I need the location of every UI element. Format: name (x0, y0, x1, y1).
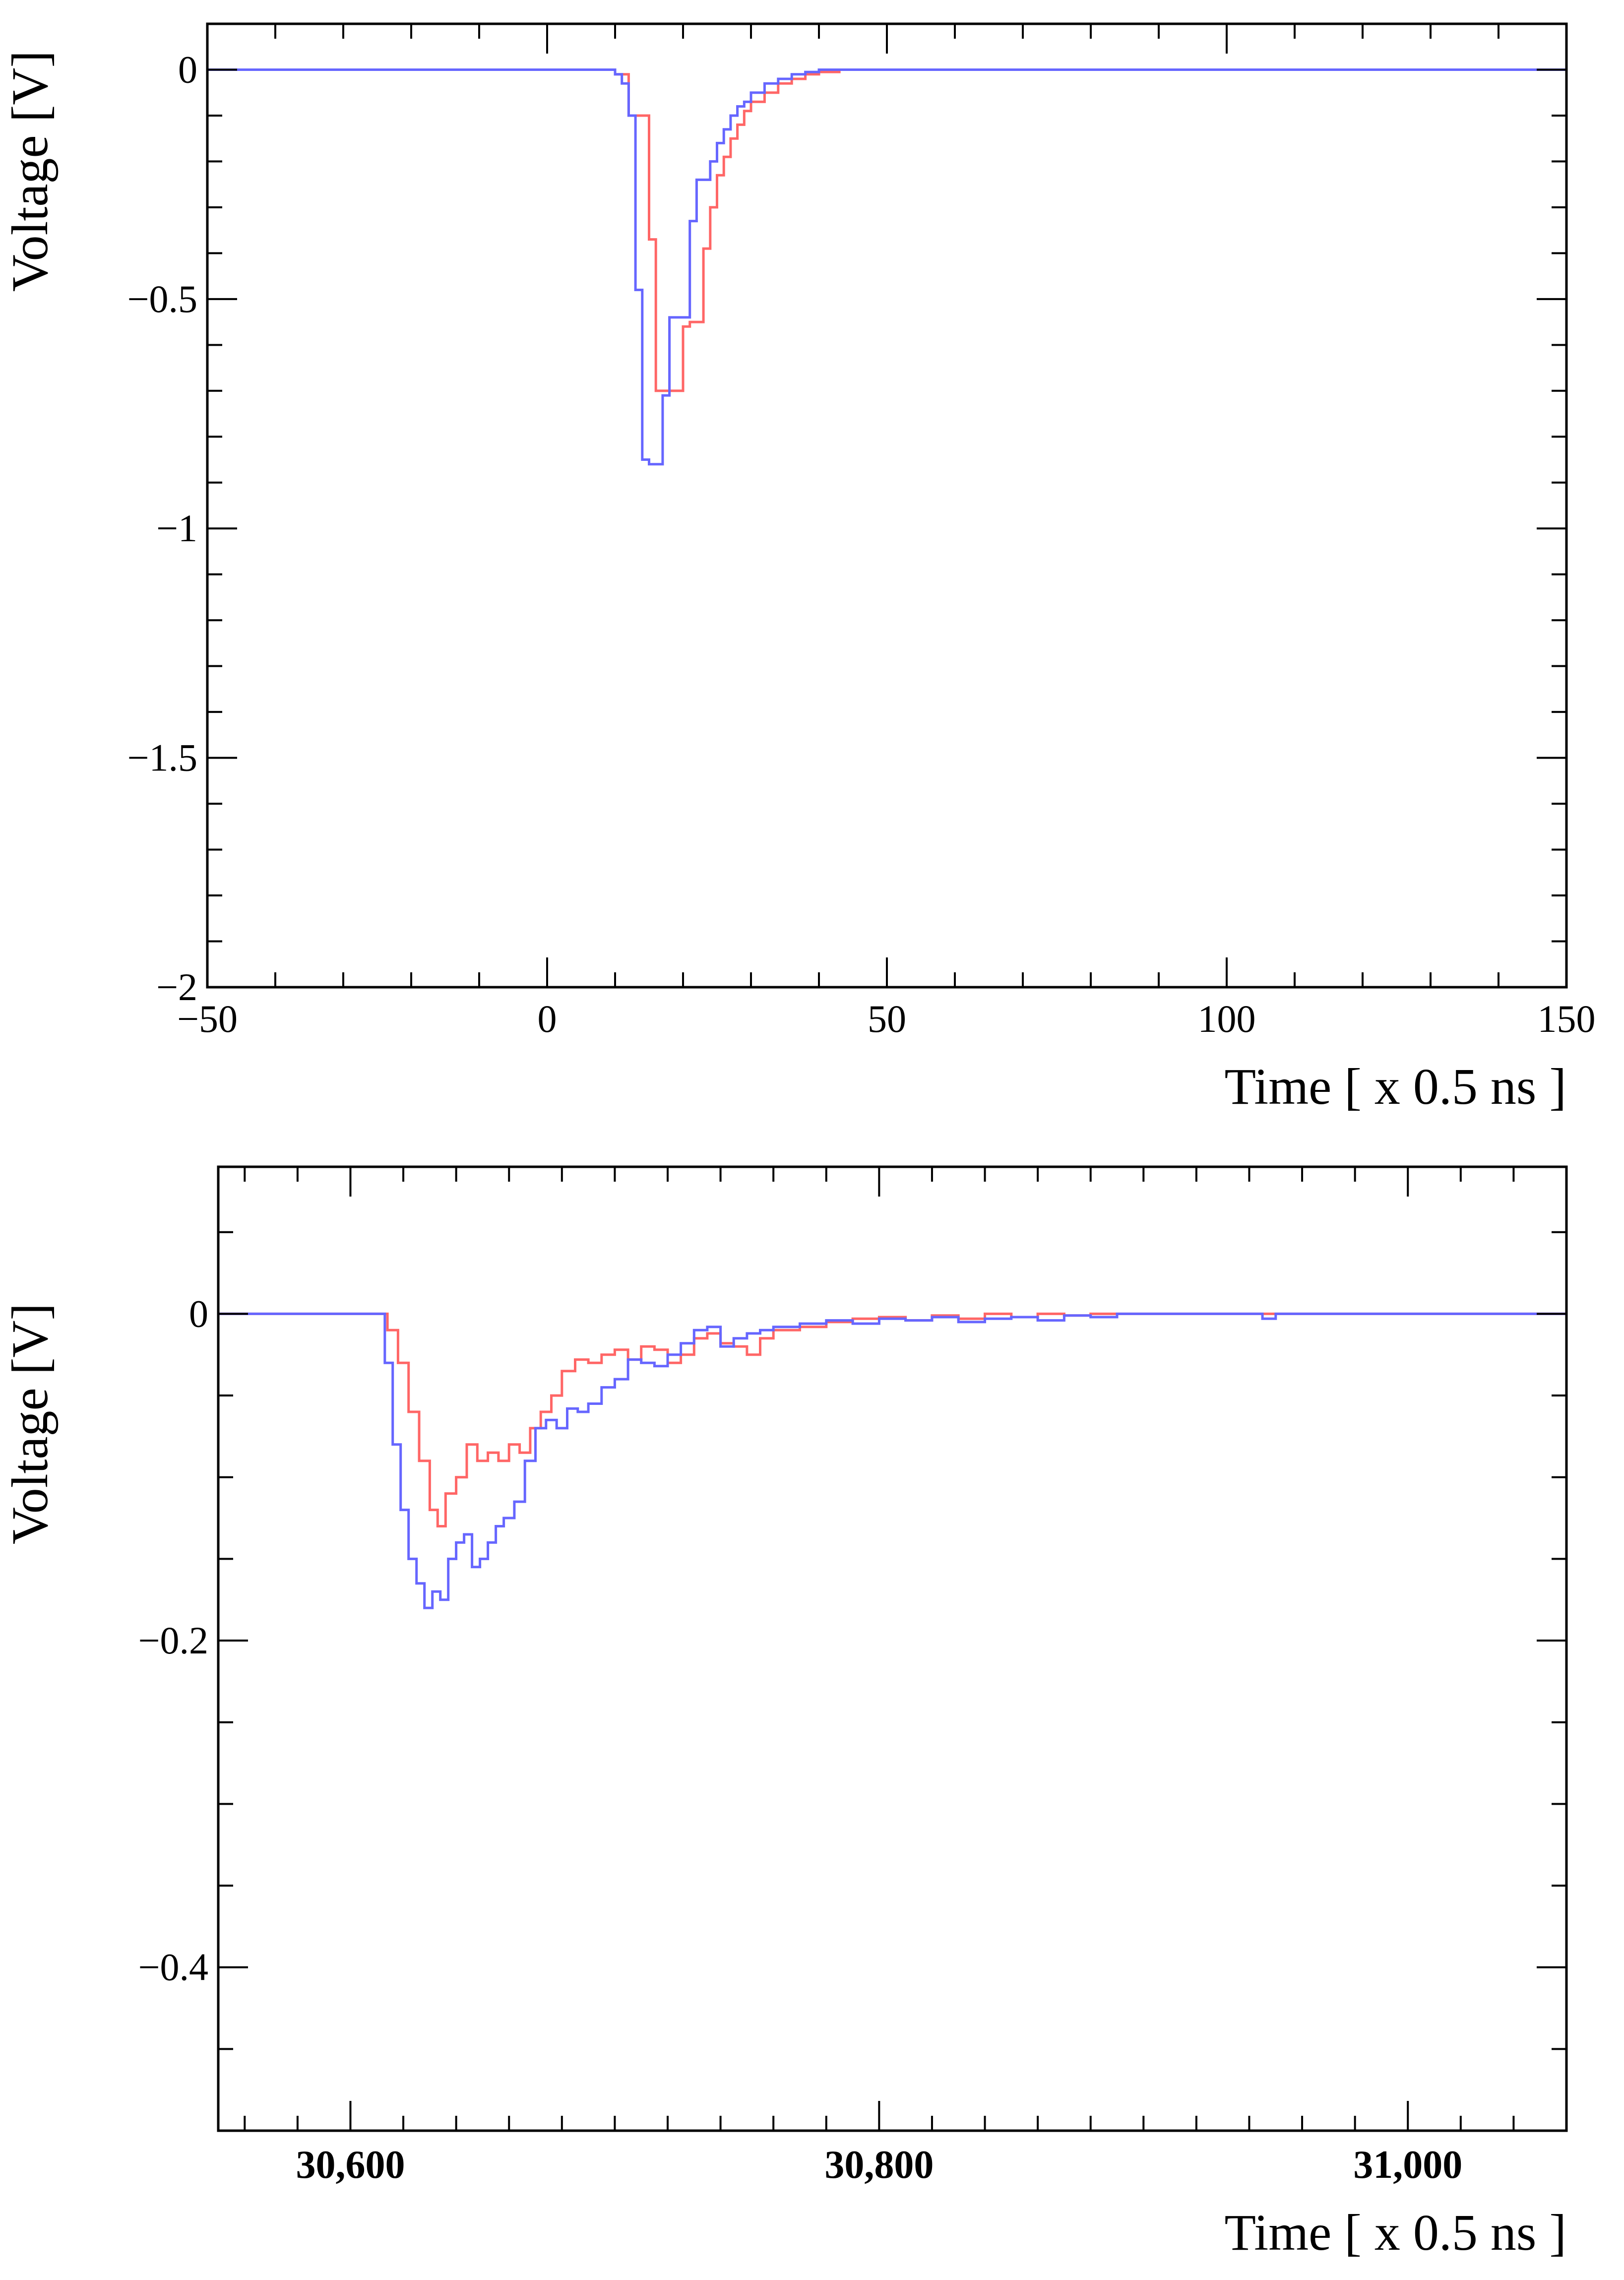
bottom-voltage-plot: 30,600 30,800 31,000 0 −0.2 −0.4 Time [ x 0.5 … (1, 1165, 1568, 2261)
y-tick-label: −0.4 (138, 1946, 209, 1989)
x-axis-title: Time [ x 0.5 ns ] (1224, 1058, 1566, 1115)
series-line-blue (207, 68, 1566, 466)
y-tick-label: −0.2 (138, 1619, 209, 1662)
top-voltage-plot: −50 0 50 100 150 0 −0.5 −1 −1.5 −2 Time [ x 0.5 ns… (1, 22, 1596, 1115)
plot-frame (206, 22, 1568, 989)
x-tick-label: 150 (1538, 997, 1596, 1040)
x-tick-label: 100 (1198, 997, 1256, 1040)
y-axis-title: Voltage [V] (1, 1303, 59, 1544)
x-tick-label: −50 (177, 997, 238, 1040)
series-line-red (207, 68, 1566, 392)
y-axis-title: Voltage [V] (1, 51, 59, 292)
x-tick-label: 50 (868, 997, 906, 1040)
x-axis-title: Time [ x 0.5 ns ] (1224, 2204, 1566, 2261)
series-line-blue (218, 1312, 1566, 1609)
y-tick-label: −1.5 (127, 736, 198, 779)
y-tick-label: −2 (156, 965, 197, 1009)
plot-frame (217, 1165, 1568, 2132)
y-tick-label: −0.5 (127, 277, 198, 320)
x-tick-label: 31,000 (1353, 2143, 1462, 2187)
y-tick-label: −1 (156, 507, 197, 550)
series-line-red (218, 1312, 1566, 1527)
x-tick-label: 30,600 (296, 2143, 405, 2187)
y-tick-label: 0 (178, 48, 197, 91)
x-tick-label: 0 (538, 997, 557, 1040)
y-tick-label: 0 (189, 1292, 208, 1335)
x-tick-label: 30,800 (824, 2143, 934, 2187)
